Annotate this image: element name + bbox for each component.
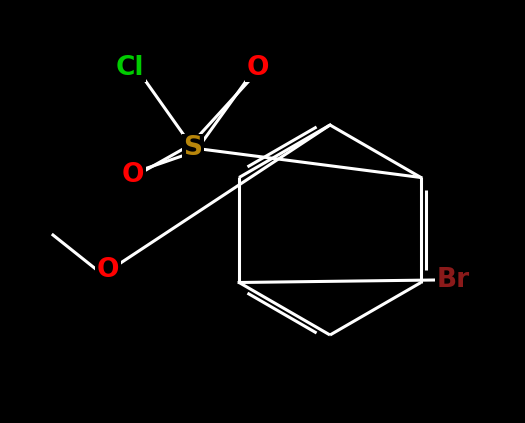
Text: S: S <box>184 135 203 161</box>
Text: O: O <box>122 162 144 188</box>
Text: Br: Br <box>436 267 469 293</box>
Text: O: O <box>247 55 269 81</box>
Text: O: O <box>97 257 119 283</box>
Text: Cl: Cl <box>116 55 144 81</box>
